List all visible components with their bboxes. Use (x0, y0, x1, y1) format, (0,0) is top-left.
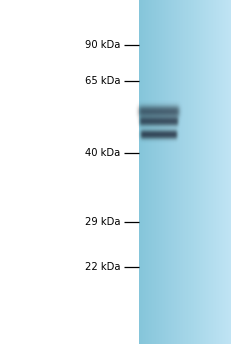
Bar (168, 0, 169, 344)
Bar (217, 0, 219, 344)
Bar (213, 0, 214, 344)
Bar (183, 0, 185, 344)
Bar (200, 0, 202, 344)
Bar (226, 0, 228, 344)
Bar (142, 0, 143, 344)
Text: 40 kDa: 40 kDa (85, 148, 120, 158)
Bar (186, 0, 188, 344)
Bar (203, 0, 205, 344)
Bar (206, 0, 208, 344)
Bar (214, 0, 216, 344)
Bar (188, 0, 189, 344)
Bar (155, 0, 157, 344)
Bar (228, 0, 229, 344)
Bar (191, 0, 192, 344)
Bar (154, 0, 155, 344)
Bar (199, 0, 200, 344)
Text: 29 kDa: 29 kDa (85, 217, 120, 227)
Bar (211, 0, 213, 344)
Bar (222, 0, 223, 344)
Bar (220, 0, 222, 344)
Bar (177, 0, 179, 344)
Bar (169, 0, 171, 344)
Bar (219, 0, 220, 344)
Bar (165, 0, 166, 344)
Bar (139, 0, 140, 344)
Bar (185, 0, 186, 344)
Bar (166, 0, 168, 344)
Bar (192, 0, 194, 344)
Bar (208, 0, 210, 344)
Bar (197, 0, 199, 344)
Bar (140, 0, 142, 344)
Text: 22 kDa: 22 kDa (85, 261, 120, 272)
Bar (173, 0, 174, 344)
Bar (171, 0, 173, 344)
Bar (229, 0, 231, 344)
Text: 65 kDa: 65 kDa (85, 76, 120, 86)
Bar (145, 0, 146, 344)
Bar (176, 0, 177, 344)
Bar (159, 0, 160, 344)
Bar (210, 0, 211, 344)
Bar (225, 0, 226, 344)
Bar (182, 0, 183, 344)
Bar (146, 0, 148, 344)
Bar (202, 0, 203, 344)
Bar (149, 0, 151, 344)
Bar (174, 0, 176, 344)
Bar (148, 0, 149, 344)
Text: 90 kDa: 90 kDa (85, 40, 120, 50)
Bar (152, 0, 154, 344)
Bar (194, 0, 196, 344)
Bar (143, 0, 145, 344)
Bar (160, 0, 162, 344)
Bar (189, 0, 191, 344)
Bar (179, 0, 180, 344)
Bar (157, 0, 159, 344)
Bar (216, 0, 217, 344)
Bar (163, 0, 165, 344)
Bar (180, 0, 182, 344)
Bar (162, 0, 163, 344)
Bar (223, 0, 225, 344)
Bar (196, 0, 197, 344)
Bar (151, 0, 152, 344)
Bar (205, 0, 206, 344)
